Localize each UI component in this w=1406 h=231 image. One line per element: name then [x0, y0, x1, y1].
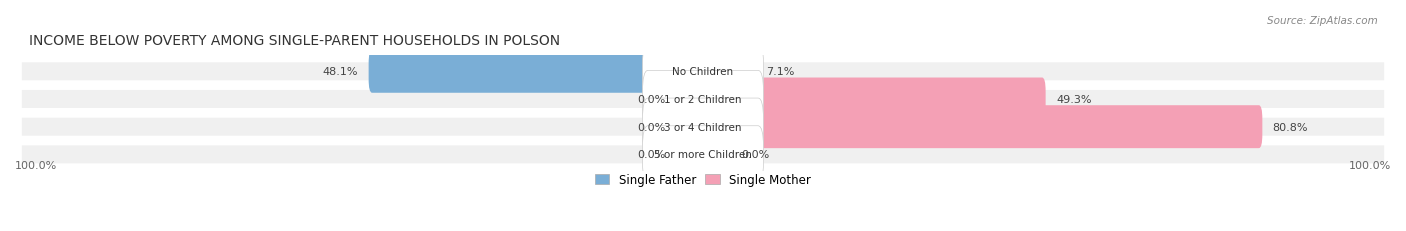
Text: 49.3%: 49.3%	[1056, 94, 1091, 105]
Text: 0.0%: 0.0%	[637, 94, 665, 105]
FancyBboxPatch shape	[643, 99, 763, 156]
FancyBboxPatch shape	[675, 133, 706, 176]
FancyBboxPatch shape	[700, 133, 731, 176]
Text: Source: ZipAtlas.com: Source: ZipAtlas.com	[1267, 16, 1378, 26]
FancyBboxPatch shape	[700, 106, 1263, 149]
Text: INCOME BELOW POVERTY AMONG SINGLE-PARENT HOUSEHOLDS IN POLSON: INCOME BELOW POVERTY AMONG SINGLE-PARENT…	[28, 33, 560, 47]
Text: 5 or more Children: 5 or more Children	[654, 150, 752, 160]
Text: 100.0%: 100.0%	[1348, 161, 1391, 171]
Text: 3 or 4 Children: 3 or 4 Children	[664, 122, 742, 132]
FancyBboxPatch shape	[22, 146, 1384, 164]
FancyBboxPatch shape	[22, 118, 1384, 136]
FancyBboxPatch shape	[700, 78, 1046, 121]
Text: 7.1%: 7.1%	[766, 67, 794, 77]
FancyBboxPatch shape	[368, 51, 706, 93]
Text: 48.1%: 48.1%	[323, 67, 359, 77]
FancyBboxPatch shape	[643, 126, 763, 183]
FancyBboxPatch shape	[643, 71, 763, 128]
Text: 0.0%: 0.0%	[637, 150, 665, 160]
Legend: Single Father, Single Mother: Single Father, Single Mother	[591, 169, 815, 191]
FancyBboxPatch shape	[22, 91, 1384, 109]
Text: 0.0%: 0.0%	[741, 150, 769, 160]
Text: No Children: No Children	[672, 67, 734, 77]
FancyBboxPatch shape	[700, 51, 755, 93]
FancyBboxPatch shape	[643, 43, 763, 100]
FancyBboxPatch shape	[22, 63, 1384, 81]
FancyBboxPatch shape	[675, 106, 706, 149]
Text: 0.0%: 0.0%	[637, 122, 665, 132]
Text: 80.8%: 80.8%	[1272, 122, 1308, 132]
Text: 1 or 2 Children: 1 or 2 Children	[664, 94, 742, 105]
FancyBboxPatch shape	[675, 78, 706, 121]
Text: 100.0%: 100.0%	[15, 161, 58, 171]
